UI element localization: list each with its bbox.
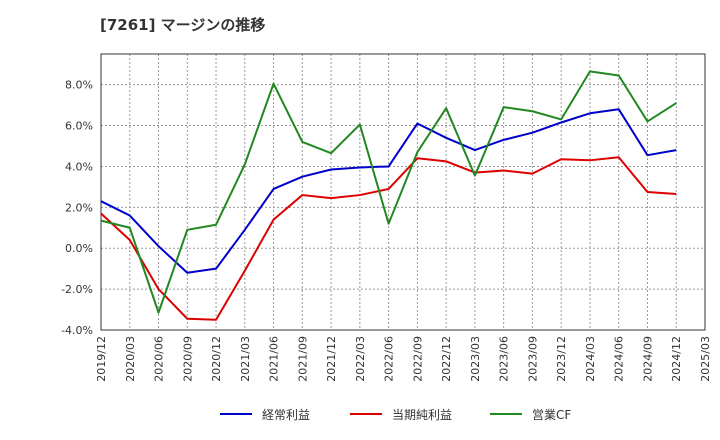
y-tick-label: -2.0% <box>61 283 93 296</box>
series-line-2 <box>100 156 677 321</box>
x-tick-label: 2020/09 <box>181 336 194 382</box>
x-tick-label: 2022/09 <box>411 336 424 382</box>
x-tick-label: 2024/06 <box>613 336 626 382</box>
x-tick-label: 2024/09 <box>641 336 654 382</box>
series-line-1 <box>100 108 677 274</box>
x-tick-label: 2022/12 <box>440 336 453 382</box>
x-tick-label: 2023/06 <box>498 336 511 382</box>
y-tick-label: 6.0% <box>65 120 93 133</box>
chart-title: [7261] マージンの推移 <box>100 16 266 34</box>
x-tick-label: 2020/03 <box>124 336 137 382</box>
x-tick-label: 2023/12 <box>555 336 568 382</box>
legend-label: 営業CF <box>532 408 571 422</box>
x-tick-label: 2025/03 <box>699 336 712 382</box>
x-tick-label: 2020/12 <box>210 336 223 382</box>
plot-area <box>101 54 705 330</box>
y-tick-label: 2.0% <box>65 201 93 214</box>
y-tick-label: 4.0% <box>65 160 93 173</box>
x-tick-label: 2021/03 <box>239 336 252 382</box>
x-tick-label: 2022/06 <box>383 336 396 382</box>
y-tick-label: 0.0% <box>65 242 93 255</box>
x-tick-label: 2021/09 <box>296 336 309 382</box>
x-tick-label: 2023/09 <box>526 336 539 382</box>
series-line-3 <box>100 70 677 314</box>
x-tick-label: 2022/03 <box>354 336 367 382</box>
y-tick-label: 8.0% <box>65 79 93 92</box>
x-tick-label: 2021/06 <box>268 336 281 382</box>
x-tick-label: 2024/03 <box>584 336 597 382</box>
x-tick-label: 2019/12 <box>95 336 108 382</box>
x-tick-label: 2023/03 <box>469 336 482 382</box>
x-tick-label: 2021/12 <box>325 336 338 382</box>
legend-label: 当期純利益 <box>392 408 452 422</box>
x-tick-label: 2020/06 <box>153 336 166 382</box>
x-tick-label: 2024/12 <box>670 336 683 382</box>
plot-border <box>100 53 706 331</box>
legend-label: 経常利益 <box>262 408 310 422</box>
y-tick-label: -4.0% <box>61 324 93 337</box>
